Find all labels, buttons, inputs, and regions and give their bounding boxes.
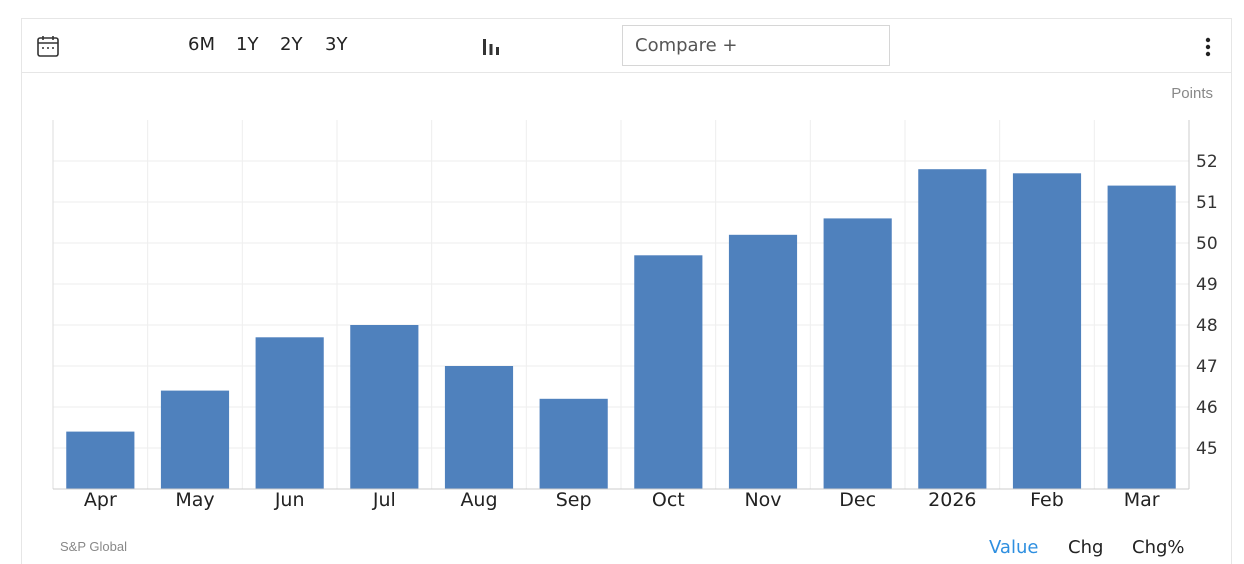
- x-tick-label: Sep: [556, 489, 592, 511]
- x-tick-label: Dec: [839, 489, 876, 511]
- bar: [255, 337, 324, 489]
- tab-chg[interactable]: Chg: [1068, 537, 1104, 558]
- x-tick-label: Feb: [1030, 489, 1064, 511]
- bar: [539, 398, 608, 489]
- unit-label: Points: [1171, 85, 1213, 102]
- y-tick-label: 52: [1196, 152, 1218, 172]
- x-tick-label: Mar: [1124, 489, 1160, 511]
- y-tick-label: 50: [1196, 234, 1218, 254]
- range-2y-button[interactable]: 2Y: [280, 34, 303, 55]
- compare-input[interactable]: [622, 25, 890, 66]
- y-tick-label: 49: [1196, 275, 1218, 295]
- bar: [728, 234, 798, 489]
- chart-toolbar: 6M 1Y 2Y 3Y: [22, 19, 1231, 73]
- tab-value[interactable]: Value: [989, 537, 1039, 558]
- range-6m-button[interactable]: 6M: [188, 34, 215, 55]
- range-3y-button[interactable]: 3Y: [325, 34, 348, 55]
- x-tick-label: Jun: [274, 489, 305, 511]
- bar: [634, 255, 703, 489]
- y-tick-label: 51: [1196, 193, 1218, 213]
- more-vertical-icon[interactable]: [1198, 35, 1218, 59]
- bar: [918, 169, 987, 489]
- chart-widget: 6M 1Y 2Y 3Y Points 45 46 47 48 49 50 51 52 Apr Ma…: [21, 18, 1232, 564]
- bar-chart-icon[interactable]: [480, 35, 502, 57]
- bar: [444, 366, 514, 489]
- bar: [1012, 173, 1082, 490]
- y-tick-label: 45: [1196, 439, 1218, 459]
- y-tick-label: 47: [1196, 357, 1218, 377]
- source-label: S&P Global: [60, 539, 127, 554]
- y-tick-label: 48: [1196, 316, 1218, 336]
- range-1y-button[interactable]: 1Y: [236, 34, 259, 55]
- y-tick-label: 46: [1196, 398, 1218, 418]
- x-tick-label: Apr: [84, 489, 117, 511]
- bar: [66, 431, 135, 489]
- tab-chg-percent[interactable]: Chg%: [1132, 537, 1185, 558]
- bar: [1107, 185, 1176, 489]
- bar: [160, 390, 230, 489]
- bar: [823, 218, 892, 489]
- x-tick-label: Aug: [460, 489, 497, 511]
- x-tick-label: May: [175, 489, 214, 511]
- x-tick-label: Nov: [744, 489, 781, 511]
- x-tick-label: Oct: [652, 489, 685, 511]
- bar: [350, 325, 419, 489]
- x-tick-label: Jul: [372, 489, 396, 511]
- bar-chart: 45 46 47 48 49 50 51 52 Apr May Jun Jul Aug Sep Oct Nov…: [52, 120, 1218, 511]
- calendar-icon[interactable]: [36, 34, 60, 58]
- x-tick-label: 2026: [928, 489, 976, 511]
